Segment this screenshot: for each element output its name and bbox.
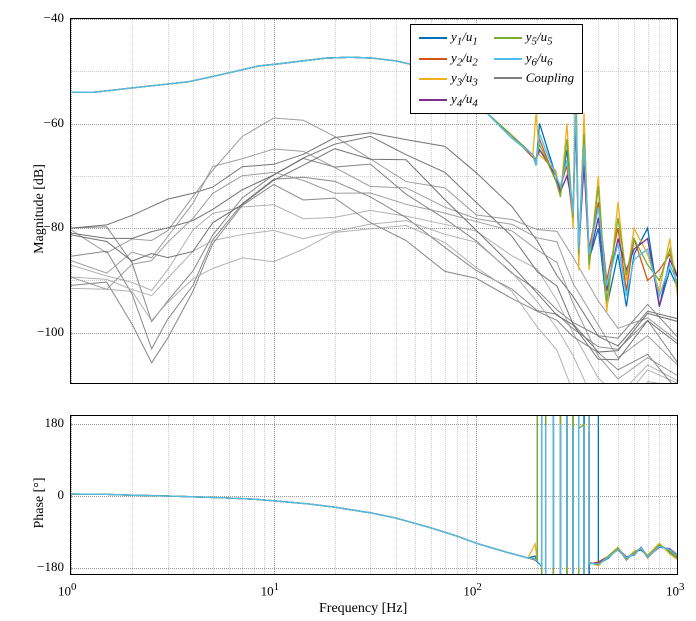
- legend-swatch: [419, 78, 447, 80]
- ytick-label: −60: [44, 115, 64, 131]
- magnitude-plot: [70, 18, 678, 384]
- xtick-label: 100: [58, 581, 76, 599]
- ytick-label: −80: [44, 219, 64, 235]
- xtick-label: 101: [261, 581, 279, 599]
- ytick-label: −100: [37, 324, 64, 340]
- legend-item: y6/u6: [494, 50, 574, 69]
- bode-figure: Magnitude [dB] Phase [°] Frequency [Hz] …: [0, 0, 696, 621]
- legend-label: y5/u5: [526, 29, 553, 48]
- legend-swatch: [419, 58, 447, 60]
- legend: y1/u1 y2/u2y3/u3 y4/u4 y5/u5 y6/u6Coupling: [410, 24, 583, 114]
- phase-plot: [70, 415, 678, 575]
- xtick-label: 103: [666, 581, 684, 599]
- ytick-label: 180: [45, 415, 65, 431]
- legend-label: y3/u3: [451, 70, 478, 89]
- legend-item: y1/u1: [419, 29, 478, 48]
- legend-label: y6/u6: [526, 50, 553, 69]
- ytick-label: −40: [44, 10, 64, 26]
- legend-swatch: [419, 99, 447, 101]
- frequency-xlabel: Frequency [Hz]: [319, 601, 407, 617]
- ytick-label: −180: [37, 559, 64, 575]
- xtick-label: 102: [463, 581, 481, 599]
- legend-swatch: [494, 58, 522, 60]
- legend-item: y5/u5: [494, 29, 574, 48]
- legend-label: y2/u2: [451, 50, 478, 69]
- legend-item: Coupling: [494, 70, 574, 86]
- magnitude-ylabel: Magnitude [dB]: [32, 149, 48, 269]
- legend-label: y4/u4: [451, 91, 478, 110]
- phase-ylabel: Phase [°]: [32, 453, 48, 553]
- legend-item: y2/u2: [419, 50, 478, 69]
- ytick-label: 0: [58, 487, 65, 503]
- legend-item: y3/u3: [419, 70, 478, 89]
- legend-swatch: [419, 37, 447, 39]
- legend-item: y4/u4: [419, 91, 478, 110]
- legend-label: Coupling: [526, 70, 574, 86]
- legend-label: y1/u1: [451, 29, 478, 48]
- legend-swatch: [494, 77, 522, 79]
- legend-swatch: [494, 37, 522, 39]
